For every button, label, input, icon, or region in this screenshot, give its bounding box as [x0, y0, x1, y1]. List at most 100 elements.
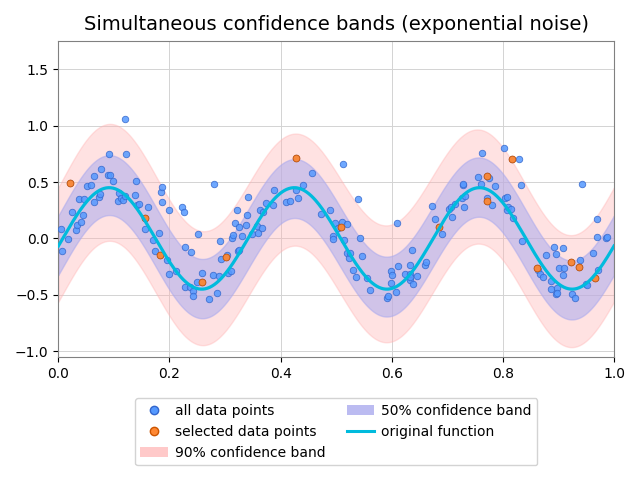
Point	[412, 272, 422, 280]
Point	[140, 214, 150, 222]
Point	[316, 210, 326, 218]
Point	[554, 264, 564, 272]
Point	[473, 173, 483, 181]
Point	[243, 193, 253, 201]
Point	[291, 187, 301, 194]
Point	[429, 215, 440, 223]
Point	[458, 180, 468, 187]
Point	[483, 197, 493, 205]
Point	[230, 220, 240, 227]
Point	[65, 179, 75, 187]
Point	[307, 169, 317, 177]
Point	[291, 154, 301, 162]
Point	[351, 273, 361, 281]
Point	[220, 253, 230, 261]
Point	[353, 195, 363, 203]
Point	[590, 274, 600, 282]
Point	[241, 222, 251, 229]
Point	[94, 193, 104, 201]
Point	[458, 181, 468, 189]
Point	[86, 181, 96, 188]
Point	[508, 155, 518, 163]
Point	[193, 230, 204, 238]
Point	[449, 200, 460, 208]
Point	[484, 174, 494, 182]
Point	[325, 206, 335, 214]
Point	[386, 267, 396, 275]
Point	[508, 155, 518, 163]
Point	[105, 171, 115, 179]
Point	[338, 160, 348, 168]
Point	[82, 182, 92, 189]
Point	[74, 195, 84, 203]
Point	[582, 281, 592, 289]
Point	[242, 211, 252, 219]
Point	[408, 281, 418, 288]
Point	[420, 261, 430, 268]
Point	[204, 295, 214, 302]
Point	[104, 150, 114, 158]
Point	[558, 244, 568, 252]
Point	[534, 271, 545, 279]
Point	[336, 224, 346, 231]
Point	[567, 291, 577, 299]
Point	[404, 261, 415, 269]
Point	[70, 226, 81, 234]
Point	[96, 165, 106, 173]
Point	[192, 278, 202, 286]
Point	[393, 262, 403, 270]
Point	[154, 229, 164, 237]
Point	[588, 249, 598, 257]
Point	[131, 178, 141, 186]
Point	[483, 197, 493, 205]
Point	[157, 198, 167, 206]
Point	[185, 283, 195, 291]
Point	[95, 190, 105, 198]
Point	[602, 233, 612, 241]
Point	[211, 289, 221, 297]
Point	[405, 273, 415, 281]
Title: Simultaneous confidence bands (exponential noise): Simultaneous confidence bands (exponenti…	[84, 15, 589, 34]
Point	[293, 194, 303, 202]
Point	[172, 267, 182, 275]
Point	[257, 224, 267, 232]
Point	[215, 237, 225, 245]
Point	[234, 224, 244, 231]
Point	[155, 252, 165, 260]
Point	[550, 290, 561, 298]
Point	[155, 252, 165, 260]
Point	[328, 235, 339, 243]
Point	[130, 190, 140, 198]
Point	[255, 206, 266, 214]
Point	[232, 206, 242, 214]
Point	[234, 246, 244, 254]
Point	[433, 223, 444, 231]
Point	[573, 263, 584, 271]
Point	[120, 192, 130, 200]
Point	[486, 201, 497, 209]
Point	[339, 236, 349, 244]
Point	[220, 253, 230, 261]
Point	[437, 230, 447, 238]
Point	[566, 259, 576, 266]
Point	[557, 272, 568, 280]
Point	[118, 196, 128, 204]
Point	[115, 189, 125, 197]
Point	[433, 223, 444, 231]
Point	[140, 214, 150, 222]
Point	[517, 237, 527, 245]
Point	[531, 264, 541, 272]
Point	[237, 232, 247, 240]
Point	[197, 278, 207, 286]
Point	[546, 285, 556, 293]
Point	[345, 249, 355, 257]
Point	[180, 244, 190, 251]
Point	[362, 275, 372, 282]
Point	[566, 259, 576, 266]
Point	[65, 179, 75, 187]
Point	[421, 259, 431, 266]
Point	[208, 271, 218, 279]
Point	[157, 183, 167, 191]
Point	[533, 266, 543, 274]
Point	[499, 144, 509, 152]
